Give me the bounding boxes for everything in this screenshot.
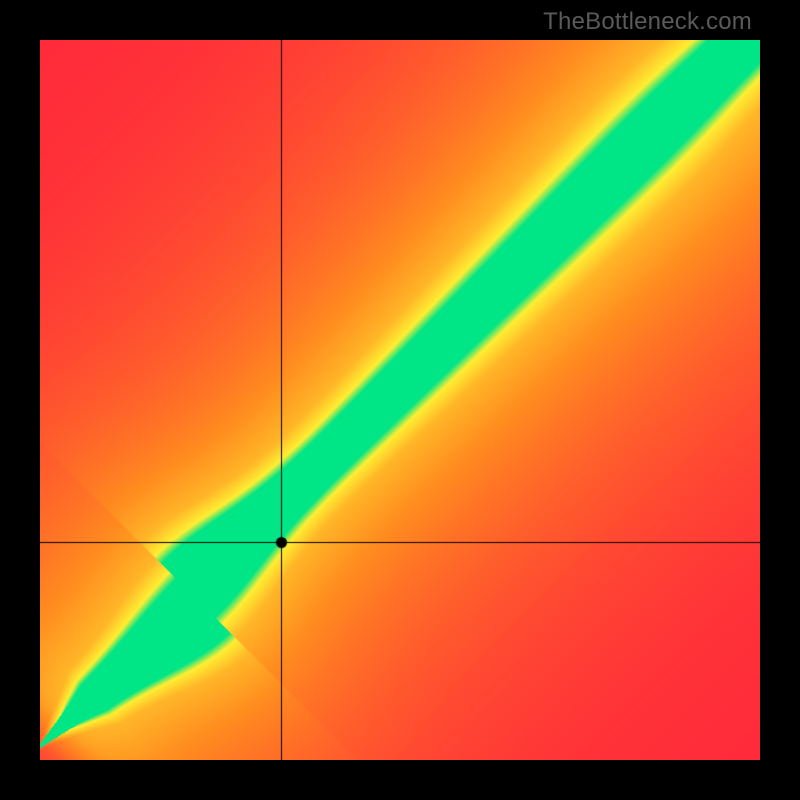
watermark-text: TheBottleneck.com: [543, 8, 752, 36]
chart-container: TheBottleneck.com: [0, 0, 800, 800]
heatmap-canvas: [40, 40, 760, 760]
